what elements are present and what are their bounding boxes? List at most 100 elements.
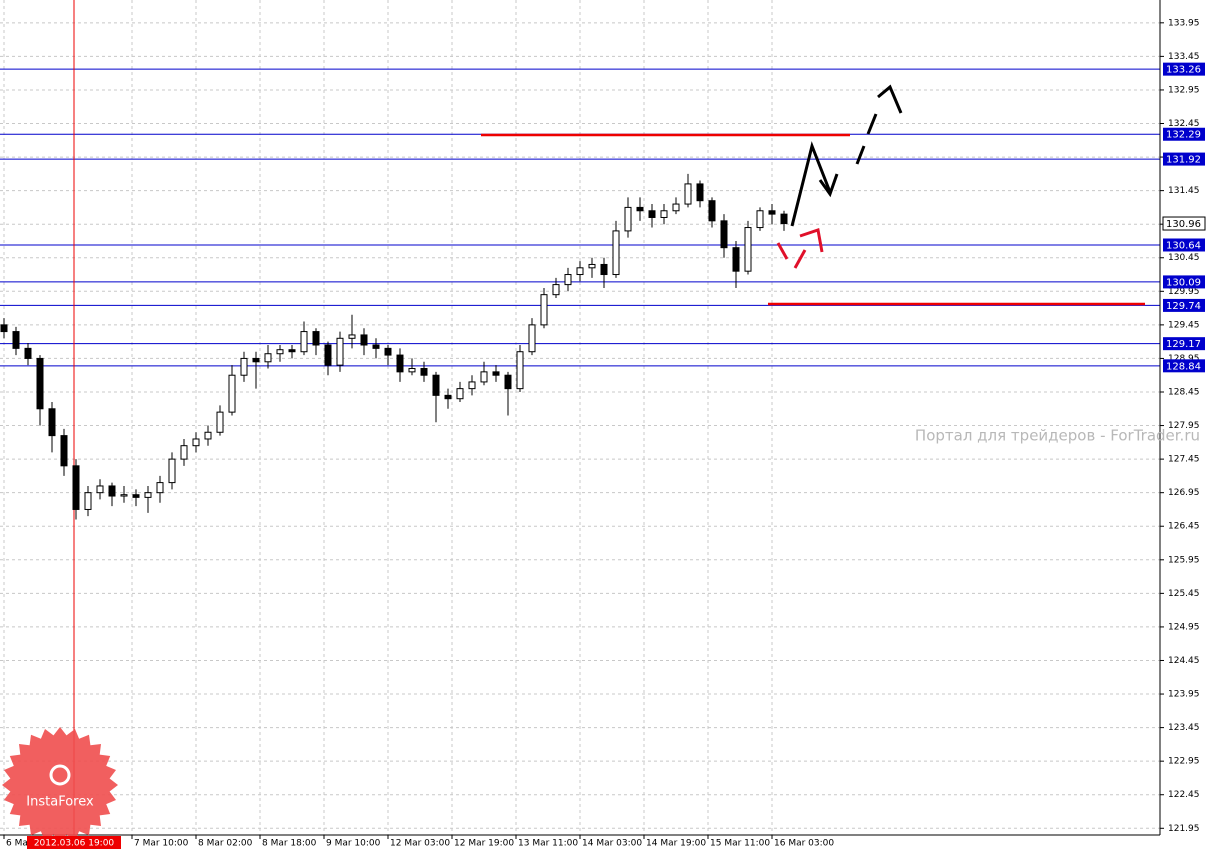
y-tick-label: 133.45 [1168,52,1200,62]
y-tick-label: 125.45 [1168,589,1200,599]
candle-body [336,337,344,366]
candle-body [0,324,8,333]
level-label-box [1163,298,1205,312]
candle-body [12,331,20,349]
x-tick-label: 14 Mar 03:00 [582,839,642,849]
candle-body [288,349,296,353]
y-tick-label: 128.45 [1168,387,1200,397]
logo: InstaForex [2,727,118,843]
y-tick-label: 124.95 [1168,622,1200,632]
level-label: 129.17 [1166,339,1201,350]
y-tick-label: 126.45 [1168,522,1200,532]
candle-body [276,349,284,355]
y-tick-label: 123.45 [1168,723,1200,733]
y-tick-label: 131.45 [1168,186,1200,196]
candle-body [312,331,320,346]
candle-body [612,230,620,276]
x-tick-label: 12 Mar 03:00 [390,839,450,849]
candles [0,173,788,520]
candle-body [660,210,668,218]
x-tick-label: 15 Mar 11:00 [710,839,770,849]
level-label: 130.64 [1166,240,1201,251]
level-label: 132.29 [1166,130,1201,141]
cursor-label-box [27,836,121,849]
alt-dash [793,249,807,269]
level-label: 129.74 [1166,301,1201,312]
y-tick-label: 127.95 [1168,421,1200,431]
candle-body [108,485,116,497]
y-tick-label: 128.95 [1168,354,1200,364]
candle-body [684,183,692,205]
alt-arrow [776,228,824,269]
y-tick-label: 129.45 [1168,320,1200,330]
logo-text: InstaForex [26,795,94,810]
x-tick-label: 16 Mar 03:00 [774,839,834,849]
y-tick-label: 132.95 [1168,85,1200,95]
level-label: 128.84 [1166,361,1201,372]
candle-body [672,203,680,212]
price-label-box [1162,216,1206,231]
candle-body [372,344,380,349]
candle-body [384,347,392,356]
forecast-head [818,173,839,198]
candle-body [732,247,740,272]
x-tick-label: 14 Mar 19:00 [646,839,706,849]
candle-body [132,494,140,498]
x-tick-label: 7 Mar 10:00 [134,839,189,849]
candle-body [396,354,404,373]
y-tick-label: 122.95 [1168,757,1200,767]
x-tick-label: 12 Mar 19:00 [454,839,514,849]
candle-body [708,200,716,222]
candle-body [180,445,188,460]
level-label-box [1163,62,1205,76]
candle-body [156,482,164,494]
candle-body [564,274,572,286]
candle-body [600,263,608,276]
level-label-box [1163,337,1205,351]
candle-body [168,458,176,484]
candle-body [756,210,764,229]
candle-body [420,368,428,376]
candle-body [36,357,44,410]
grid [0,0,1160,835]
level-label-box [1163,275,1205,289]
alt-dash [776,242,789,260]
level-label: 131.92 [1166,155,1201,166]
candle-body [480,371,488,383]
logo-icon [49,764,71,786]
watermark: Портал для трейдеров - ForTrader.ru [915,427,1200,445]
level-label: 130.09 [1166,277,1201,288]
forecast-arrow [790,84,903,227]
candle-body [720,220,728,249]
forecast-path [790,141,832,227]
forecast-dash [866,113,878,135]
y-tick-label: 122.45 [1168,790,1200,800]
candle-body [504,374,512,390]
candle-body [60,435,68,467]
level-label-box [1163,127,1205,141]
level-label-box [1163,359,1205,373]
candle-body [240,357,248,376]
candle-body [648,210,656,218]
candle-body [528,324,536,353]
candle-body [72,465,80,510]
candle-body [636,206,644,212]
candle-body [780,213,788,225]
candle-body [768,210,776,215]
candle-body [120,494,128,497]
y-tick-label: 123.95 [1168,690,1200,700]
candle-body [216,411,224,433]
candle-body [48,408,56,437]
y-tick-label: 124.45 [1168,656,1200,666]
candle-body [744,227,752,272]
candle-body [588,263,596,269]
y-tick-label: 126.95 [1168,488,1200,498]
x-tick-label: 8 Mar 02:00 [198,839,253,849]
candle-body [456,388,464,400]
candle-body [432,374,440,396]
price-label: 130.96 [1166,219,1201,230]
alt-head [799,228,824,253]
cursor-label: 2012.03.06 19:00 [34,839,115,849]
